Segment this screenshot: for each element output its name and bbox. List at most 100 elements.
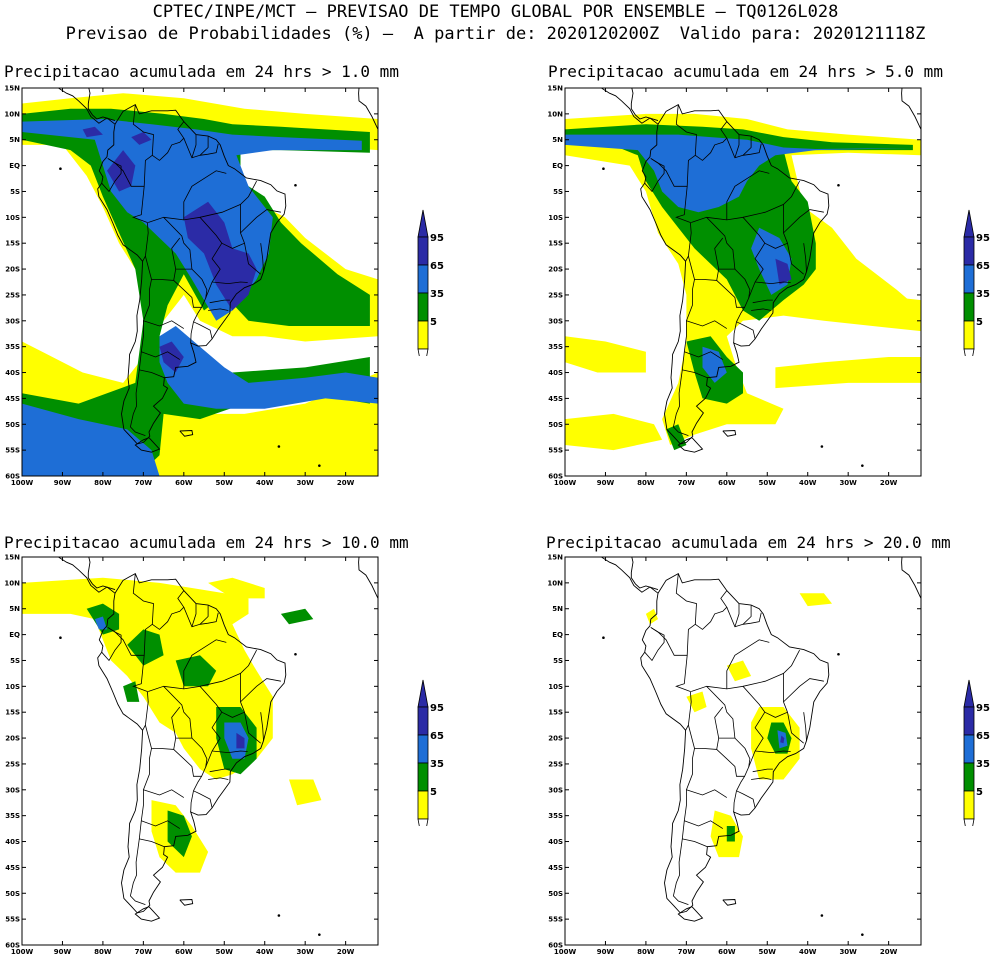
country-border [688, 685, 736, 750]
country-border [742, 180, 800, 218]
country-border [244, 712, 261, 744]
lat-label: 10N [547, 110, 563, 118]
lat-label: 45S [5, 864, 20, 872]
probability-area-c65 [565, 134, 913, 213]
probability-area-c5 [710, 810, 743, 858]
colorbar-20mm: 95 65 35 5 [962, 678, 991, 847]
lon-label: 60W [175, 479, 193, 486]
country-border [208, 308, 229, 311]
lat-label: 5N [552, 136, 563, 144]
probability-area-c5 [208, 577, 265, 599]
lon-label: 90W [54, 479, 72, 486]
tierra-del-fuego-coastline [134, 906, 161, 922]
country-border [107, 573, 154, 656]
panel-title-10mm: Precipitacao acumulada em 24 hrs > 10.0 … [4, 533, 409, 552]
country-border [736, 321, 756, 339]
central-america-coastline [87, 88, 116, 122]
probability-area-c95 [82, 126, 103, 138]
lon-label: 50W [759, 948, 777, 955]
colorbar-segment [417, 734, 429, 764]
lat-label: 20S [548, 735, 563, 743]
lat-label: 50S [5, 890, 20, 898]
probability-area-c65 [22, 403, 160, 476]
colorbar-top-arrow [417, 209, 429, 238]
country-border [742, 605, 752, 625]
lon-label: 40W [799, 948, 817, 955]
lat-label: 30S [548, 786, 563, 794]
lat-label: 35S [5, 343, 20, 351]
lon-label: 70W [678, 948, 696, 955]
country-border [733, 307, 745, 344]
country-border [783, 209, 824, 234]
country-border [212, 750, 248, 754]
lat-label: 20S [548, 266, 563, 274]
lat-label: 60S [548, 473, 563, 481]
south-america-coastline [97, 572, 287, 914]
lat-label: 20S [5, 266, 20, 274]
country-border [208, 777, 229, 780]
colorbar-label: 65 [430, 731, 444, 742]
lat-label: EQ [552, 631, 563, 639]
country-border [783, 678, 824, 703]
probability-shading [565, 88, 921, 476]
colorbar-label: 35 [976, 289, 990, 300]
africa-coastline [358, 557, 378, 599]
lat-label: 25S [5, 291, 20, 299]
coastlines [601, 88, 921, 467]
country-border [173, 268, 208, 308]
probability-area-c5 [775, 357, 921, 389]
country-border [714, 237, 724, 270]
probability-area-c95 [183, 201, 257, 311]
probability-area-c95 [775, 258, 792, 285]
lat-label: 50S [548, 890, 563, 898]
country-border [726, 170, 770, 220]
country-border [171, 706, 181, 739]
coastlines [58, 557, 378, 936]
lat-label: EQ [552, 162, 563, 170]
lon-label: 80W [94, 479, 112, 486]
colorbar-label: 65 [976, 261, 990, 272]
country-border [183, 170, 227, 220]
colorbar-segment [963, 320, 975, 350]
lat-label: EQ [9, 162, 20, 170]
map-panel-20mm: 15N 10N 5N EQ 5S 10S 15S 20S 25S 30S 35S 40S 45S 50S 5… [543, 553, 925, 955]
lon-label: 70W [135, 479, 153, 486]
tierra-del-fuego-coastline [134, 437, 161, 453]
lat-label: 15S [548, 709, 563, 717]
lat-label: 60S [5, 942, 20, 950]
figure-title-line2: Previsao de Probabilidades (%) — A parti… [65, 24, 926, 44]
lat-label: 45S [548, 864, 563, 872]
lon-label: 70W [678, 479, 696, 486]
lat-label: 55S [5, 916, 20, 924]
falkland-islands-coastline [722, 430, 737, 437]
colorbar-bottom-arrow [417, 348, 429, 377]
lat-label: 10S [548, 683, 563, 691]
country-border [726, 138, 762, 159]
island [294, 183, 297, 187]
lat-label: 15N [4, 554, 20, 562]
lat-label: 55S [5, 447, 20, 455]
country-border [706, 216, 766, 299]
country-border [209, 768, 230, 773]
probability-area-c65 [94, 616, 107, 630]
lat-label: 50S [5, 421, 20, 429]
country-border [752, 299, 773, 304]
lat-label: 55S [548, 916, 563, 924]
lat-label: 25S [548, 291, 563, 299]
lon-label: 50W [216, 948, 234, 955]
lon-label: 30W [296, 479, 314, 486]
island [59, 636, 62, 640]
colorbar-segment [963, 762, 975, 792]
map-frame [564, 87, 922, 477]
country-border [734, 134, 740, 158]
lat-label: 5N [552, 605, 563, 613]
lon-label: 40W [256, 479, 274, 486]
colorbar-segment [963, 790, 975, 820]
colorbar-label: 35 [976, 759, 990, 770]
country-border [199, 180, 257, 218]
probability-shading [22, 557, 378, 945]
country-border [199, 136, 209, 156]
panel-title-5mm: Precipitacao acumulada em 24 hrs > 5.0 m… [548, 62, 943, 81]
lon-label: 20W [880, 948, 898, 955]
colorbar-segment [417, 264, 429, 294]
